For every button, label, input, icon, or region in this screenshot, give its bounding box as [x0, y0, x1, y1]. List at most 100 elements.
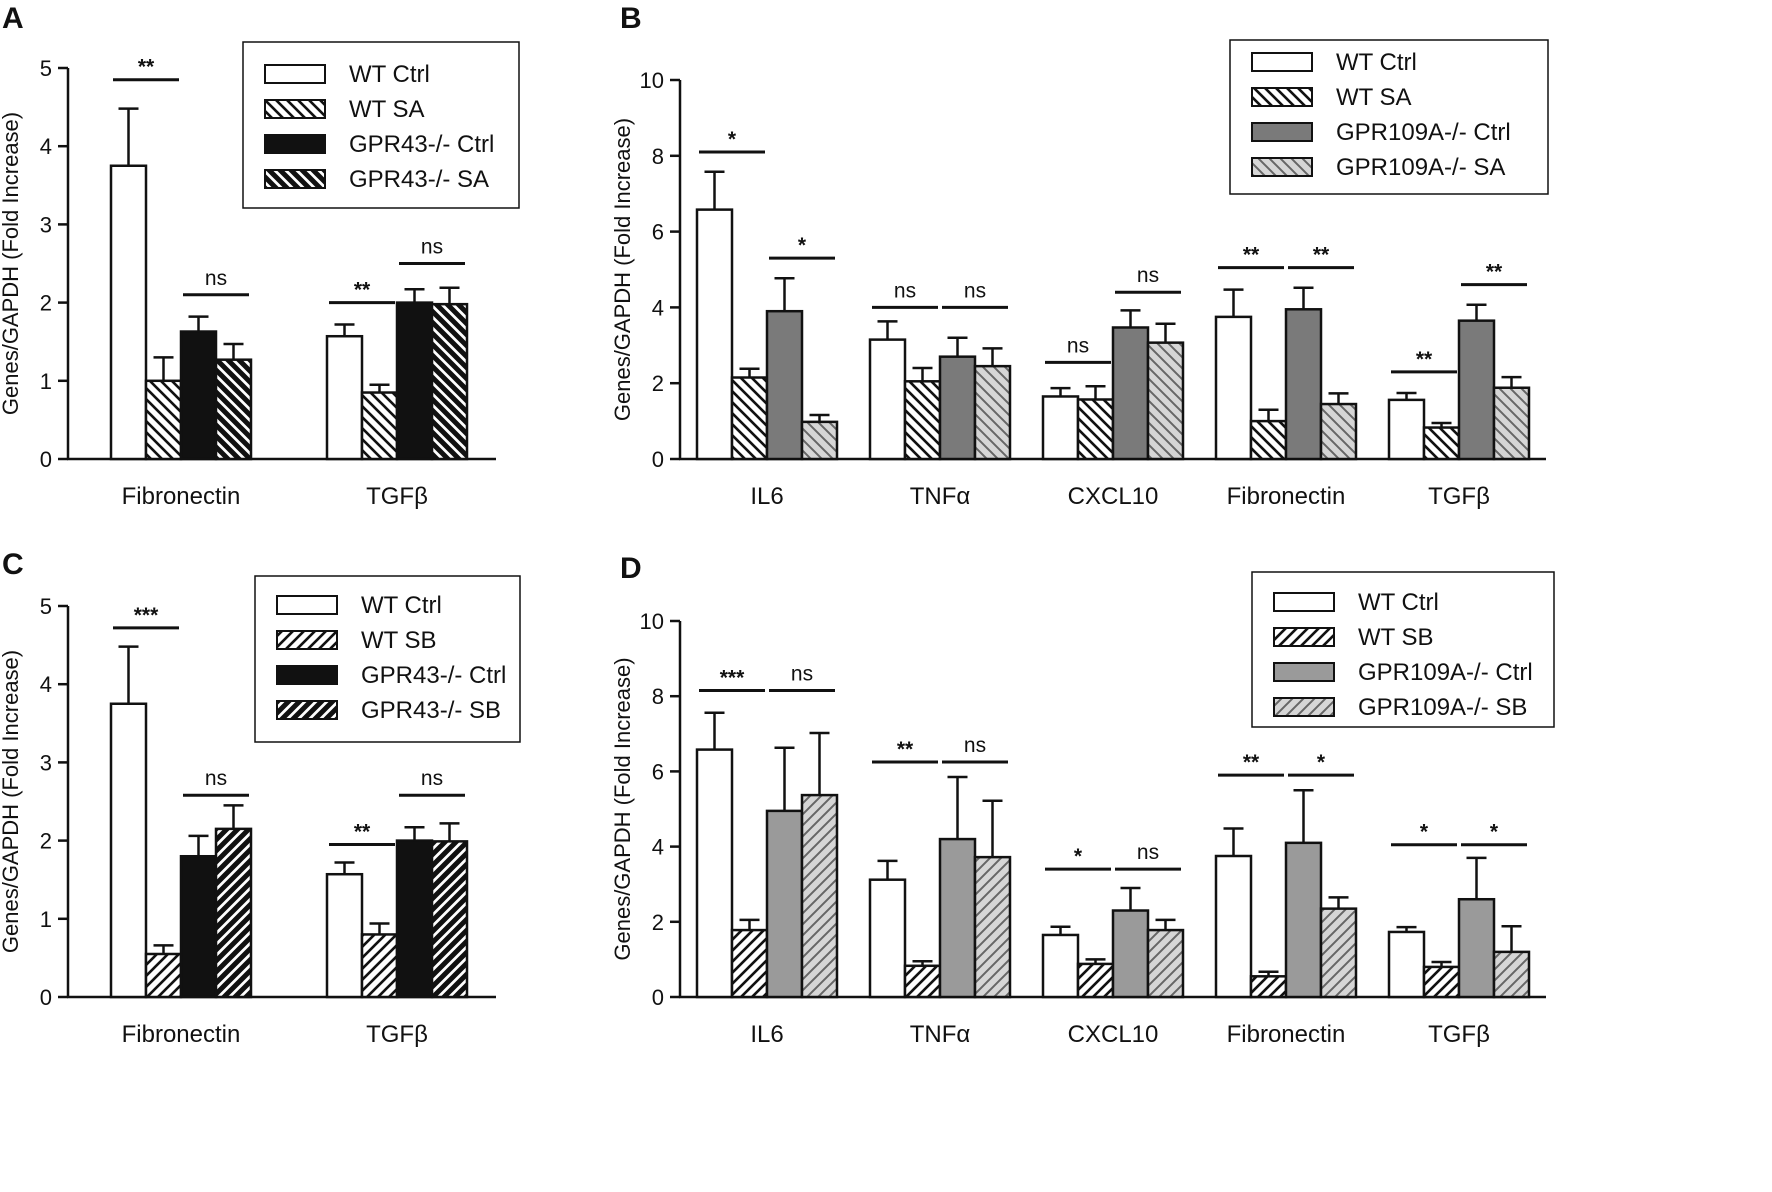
bar	[395, 839, 434, 999]
significance-label: **	[354, 279, 371, 302]
bar	[1214, 315, 1253, 461]
bar	[868, 338, 907, 461]
significance-label: ns	[421, 767, 443, 790]
legend-swatch	[264, 169, 326, 189]
bar	[1041, 395, 1080, 461]
bar	[973, 855, 1012, 999]
bar	[1111, 326, 1150, 461]
legend-swatch	[1251, 157, 1313, 177]
x-category-label: IL6	[750, 1021, 783, 1048]
panel-label: B	[620, 2, 642, 35]
y-tick-label: 3	[40, 750, 52, 775]
y-tick-label: 8	[652, 144, 664, 169]
bar	[1319, 907, 1358, 999]
bar	[179, 854, 218, 999]
bar	[938, 837, 977, 999]
bar	[144, 379, 183, 461]
panel-label: C	[2, 548, 24, 581]
significance-label: **	[1313, 244, 1330, 267]
legend-swatch	[1273, 592, 1335, 612]
y-tick-label: 2	[652, 371, 664, 396]
significance-label: *	[1420, 821, 1429, 844]
bar	[395, 301, 434, 461]
bar	[800, 420, 839, 461]
y-axis-label: Genes/GAPDH (Fold Increase)	[0, 112, 23, 415]
x-category-label: Fibronectin	[122, 1021, 241, 1048]
bar	[903, 964, 942, 999]
y-tick-label: 0	[652, 985, 664, 1010]
legend-label: WT Ctrl	[349, 61, 430, 88]
bar	[1284, 308, 1323, 461]
bar	[1249, 975, 1288, 999]
significance-label: ns	[894, 279, 916, 302]
y-tick-label: 0	[652, 447, 664, 472]
legend-label: WT SA	[349, 96, 425, 123]
legend-label: WT SA	[1336, 84, 1412, 111]
legend-swatch	[264, 134, 326, 154]
significance-label: ***	[720, 667, 745, 690]
significance-label: ***	[134, 604, 159, 627]
panel-D: D Genes/GAPDH (Fold Increase) 0 2 4 6 8 10 IL6 TN…	[610, 552, 1555, 1048]
bar	[430, 840, 469, 999]
significance-label: ns	[205, 267, 227, 290]
bar	[1146, 341, 1185, 461]
significance-label: **	[354, 821, 371, 844]
y-tick-label: 6	[652, 759, 664, 784]
y-tick-label: 4	[652, 835, 664, 860]
significance-label: **	[1243, 244, 1260, 267]
bar	[1492, 386, 1531, 461]
x-category-label: TGFβ	[366, 483, 428, 510]
x-category-label: TGFβ	[366, 1021, 428, 1048]
bar	[730, 928, 769, 999]
x-category-label: TGFβ	[1428, 483, 1490, 510]
significance-label: **	[1243, 751, 1260, 774]
x-category-label: TNFα	[910, 1021, 971, 1048]
bar	[109, 702, 148, 999]
y-tick-label: 5	[40, 594, 52, 619]
panel-label: D	[620, 552, 642, 585]
legend-label: WT Ctrl	[361, 592, 442, 619]
bar	[1387, 398, 1426, 461]
bar	[1111, 909, 1150, 999]
y-tick-label: 1	[40, 369, 52, 394]
significance-label: ns	[964, 734, 986, 757]
significance-label: ns	[791, 663, 813, 686]
legend-swatch	[1273, 662, 1335, 682]
x-category-label: Fibronectin	[1227, 1021, 1346, 1048]
x-category-label: TNFα	[910, 483, 971, 510]
legend-swatch	[276, 630, 338, 650]
legend-label: GPR43-/- Ctrl	[361, 662, 506, 689]
bar	[1387, 930, 1426, 999]
bar	[695, 208, 734, 461]
x-category-label: Fibronectin	[1227, 483, 1346, 510]
legend-label: WT SB	[1358, 624, 1434, 651]
significance-label: *	[798, 234, 807, 257]
legend-label: WT Ctrl	[1358, 589, 1439, 616]
legend-swatch	[1273, 627, 1335, 647]
legend-swatch	[276, 595, 338, 615]
x-category-label: CXCL10	[1068, 483, 1159, 510]
bar	[1492, 950, 1531, 999]
bar	[938, 355, 977, 461]
bar	[360, 391, 399, 461]
y-tick-label: 0	[40, 985, 52, 1010]
bar	[1146, 928, 1185, 999]
y-tick-label: 2	[652, 910, 664, 935]
x-category-label: Fibronectin	[122, 483, 241, 510]
bar	[1041, 933, 1080, 999]
significance-label: ns	[205, 767, 227, 790]
significance-label: ns	[1137, 841, 1159, 864]
bar	[325, 872, 364, 999]
bar	[360, 933, 399, 999]
panel-C: C Genes/GAPDH (Fold Increase) 0 1 2 3 4 5 Fibron…	[0, 548, 521, 1048]
bar	[730, 376, 769, 461]
x-category-label: TGFβ	[1428, 1021, 1490, 1048]
bar	[973, 364, 1012, 461]
bar	[1214, 854, 1253, 999]
bar	[1284, 841, 1323, 999]
bar	[1076, 962, 1115, 999]
bar	[765, 309, 804, 461]
y-tick-label: 10	[640, 68, 664, 93]
